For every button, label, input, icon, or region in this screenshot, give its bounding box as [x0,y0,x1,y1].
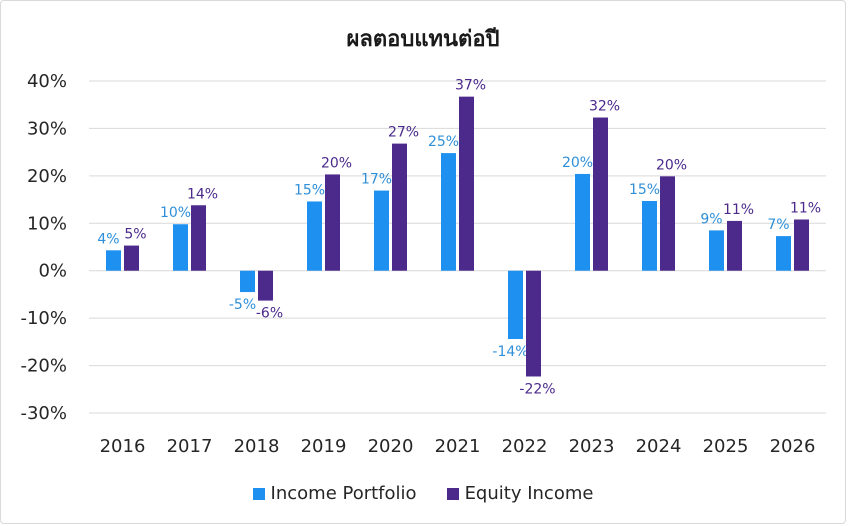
bar-equity-income [593,117,608,271]
data-label: -6% [256,306,283,322]
data-label: 14% [187,186,218,202]
data-label: 27% [388,125,419,141]
x-tick-label: 2021 [435,436,481,457]
bar-income-portfolio [240,270,255,293]
bar-income-portfolio [173,224,188,271]
bar-equity-income [124,245,139,271]
bar-equity-income [459,96,474,271]
bar-income-portfolio [776,236,791,271]
bar-income-portfolio [441,153,456,271]
bar-income-portfolio [709,230,724,271]
x-tick-label: 2016 [100,436,146,457]
legend-item-equity-income: Equity Income [446,483,594,504]
data-label: 5% [124,227,146,243]
data-label: 4% [97,231,119,247]
bar-income-portfolio [106,250,121,271]
x-tick-label: 2026 [770,436,816,457]
data-label: -14% [492,344,528,360]
data-label: 11% [723,202,754,218]
bar-equity-income [392,143,407,271]
data-label: 7% [767,217,789,233]
data-label: 11% [790,200,821,216]
legend-swatch-equity-income [446,487,459,500]
x-tick-label: 2017 [167,436,213,457]
data-label: 15% [629,182,660,198]
data-label: -22% [519,381,555,397]
y-tick-label: -10% [20,308,67,329]
x-tick-label: 2025 [703,436,749,457]
data-label: 20% [656,157,687,173]
y-tick-label: 20% [27,166,67,187]
data-label: 10% [160,205,191,221]
x-tick-label: 2024 [636,436,682,457]
bar-equity-income [727,220,742,271]
legend-swatch-income-portfolio [252,487,265,500]
bar-income-portfolio [642,200,657,271]
data-label: 15% [294,182,325,198]
x-tick-label: 2018 [234,436,280,457]
bar-income-portfolio [374,190,389,271]
data-label: 25% [428,134,459,150]
bar-equity-income [794,219,809,271]
bar-equity-income [191,205,206,271]
legend: Income Portfolio Equity Income [1,483,845,504]
data-label: 32% [589,99,620,115]
bar-income-portfolio [575,173,590,271]
legend-item-income-portfolio: Income Portfolio [252,483,417,504]
x-tick-label: 2022 [502,436,548,457]
legend-label-income-portfolio: Income Portfolio [270,483,417,504]
bar-income-portfolio [307,201,322,271]
data-label: 20% [321,155,352,171]
x-tick-label: 2023 [569,436,615,457]
bar-equity-income [526,270,541,377]
y-tick-label: -30% [20,403,67,424]
legend-label-equity-income: Equity Income [464,483,594,504]
y-tick-label: 30% [27,118,67,139]
chart-title: ผลตอบแทนต่อปี [346,27,500,52]
bar-chart-plot: 40% 30% 20% 10% 0% -10% -20% -30% 2016 4% 5% 2017 10… [20,71,826,457]
data-label: -5% [229,297,256,313]
bar-equity-income [660,176,675,271]
x-tick-label: 2020 [368,436,414,457]
x-tick-label: 2019 [301,436,347,457]
y-tick-label: 0% [38,261,67,282]
y-tick-label: 10% [27,213,67,234]
y-tick-label: -20% [20,356,67,377]
data-label: 37% [455,78,486,94]
y-tick-label: 40% [27,71,67,92]
data-label: 17% [361,172,392,188]
data-label: 9% [700,211,722,227]
bar-equity-income [325,174,340,271]
bar-equity-income [258,270,273,301]
data-label: 20% [562,155,593,171]
bar-income-portfolio [508,270,523,340]
